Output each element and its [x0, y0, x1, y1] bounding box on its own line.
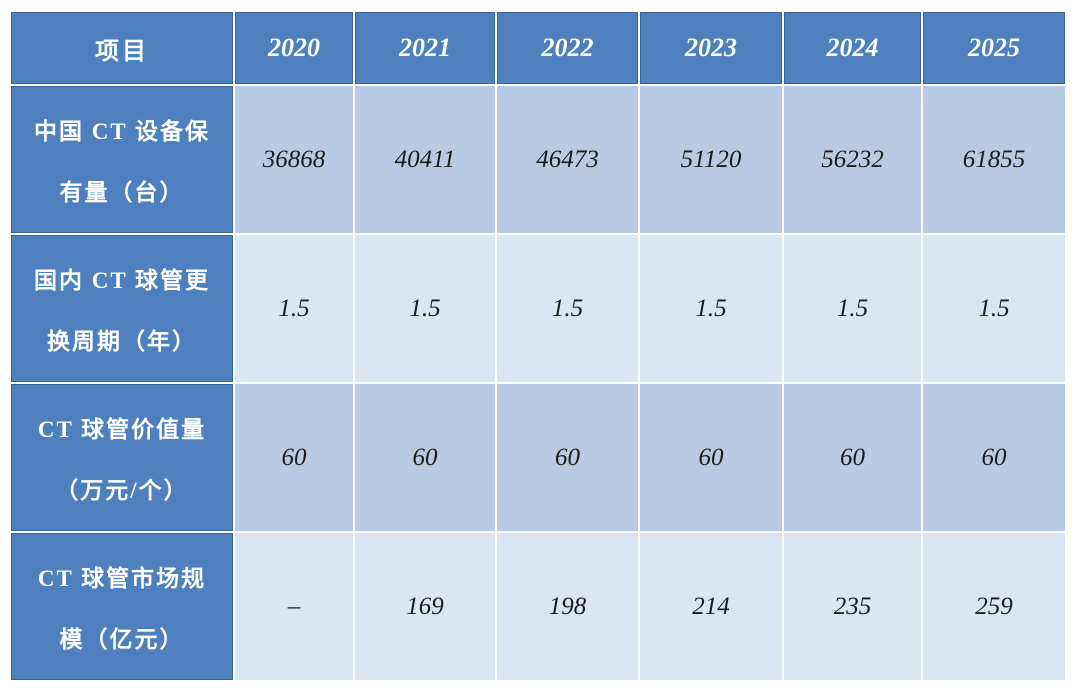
value-cell: 60 — [640, 384, 782, 531]
column-header-2020: 2020 — [235, 12, 353, 84]
value-cell: 60 — [235, 384, 353, 531]
value-cell: 1.5 — [923, 235, 1065, 382]
value-cell: 36868 — [235, 86, 353, 233]
row-label-line-2: （万元/个） — [55, 477, 189, 503]
value-cell: 40411 — [355, 86, 495, 233]
row-label-line-1: 国内 CT 球管更 — [33, 268, 211, 294]
row-label-line-1: CT 球管价值量 — [37, 417, 207, 443]
row-label-line-2: 换周期（年） — [47, 328, 197, 354]
value-cell: – — [235, 533, 353, 680]
value-cell: 259 — [923, 533, 1065, 680]
row-label-line-1: 中国 CT 设备保 — [33, 119, 211, 145]
row-label-line-2: 有量（台） — [59, 179, 185, 205]
column-header-2024: 2024 — [784, 12, 921, 84]
value-cell: 56232 — [784, 86, 921, 233]
value-cell: 198 — [497, 533, 638, 680]
column-header-2023: 2023 — [640, 12, 782, 84]
header-row: 项目 2020 2021 2022 2023 2024 2025 — [11, 12, 1065, 84]
ct-tube-market-table: 项目 2020 2021 2022 2023 2024 2025 中国 CT 设… — [9, 10, 1067, 682]
column-header-2025: 2025 — [923, 12, 1065, 84]
column-header-2022: 2022 — [497, 12, 638, 84]
row-label-ct-install-base: 中国 CT 设备保 有量（台） — [11, 86, 233, 233]
table-row-ct-install-base: 中国 CT 设备保 有量（台） 36868 40411 46473 51120 … — [11, 86, 1065, 233]
row-label-line-1: CT 球管市场规 — [37, 566, 207, 592]
row-label-tube-market-size: CT 球管市场规 模（亿元） — [11, 533, 233, 680]
column-header-item: 项目 — [11, 12, 233, 84]
value-cell: 1.5 — [784, 235, 921, 382]
value-cell: 46473 — [497, 86, 638, 233]
value-cell: 51120 — [640, 86, 782, 233]
value-cell: 1.5 — [235, 235, 353, 382]
table-row-tube-market-size: CT 球管市场规 模（亿元） – 169 198 214 235 259 — [11, 533, 1065, 680]
value-cell: 214 — [640, 533, 782, 680]
row-label-line-2: 模（亿元） — [59, 626, 185, 652]
value-cell: 60 — [497, 384, 638, 531]
row-label-tube-replacement-cycle: 国内 CT 球管更 换周期（年） — [11, 235, 233, 382]
row-label-tube-unit-value: CT 球管价值量 （万元/个） — [11, 384, 233, 531]
value-cell: 235 — [784, 533, 921, 680]
value-cell: 60 — [784, 384, 921, 531]
value-cell: 61855 — [923, 86, 1065, 233]
value-cell: 1.5 — [355, 235, 495, 382]
table-row-tube-replacement-cycle: 国内 CT 球管更 换周期（年） 1.5 1.5 1.5 1.5 1.5 1.5 — [11, 235, 1065, 382]
value-cell: 169 — [355, 533, 495, 680]
table-row-tube-unit-value: CT 球管价值量 （万元/个） 60 60 60 60 60 60 — [11, 384, 1065, 531]
table-container: 项目 2020 2021 2022 2023 2024 2025 中国 CT 设… — [9, 10, 1067, 682]
column-header-2021: 2021 — [355, 12, 495, 84]
value-cell: 1.5 — [640, 235, 782, 382]
value-cell: 1.5 — [497, 235, 638, 382]
value-cell: 60 — [355, 384, 495, 531]
value-cell: 60 — [923, 384, 1065, 531]
